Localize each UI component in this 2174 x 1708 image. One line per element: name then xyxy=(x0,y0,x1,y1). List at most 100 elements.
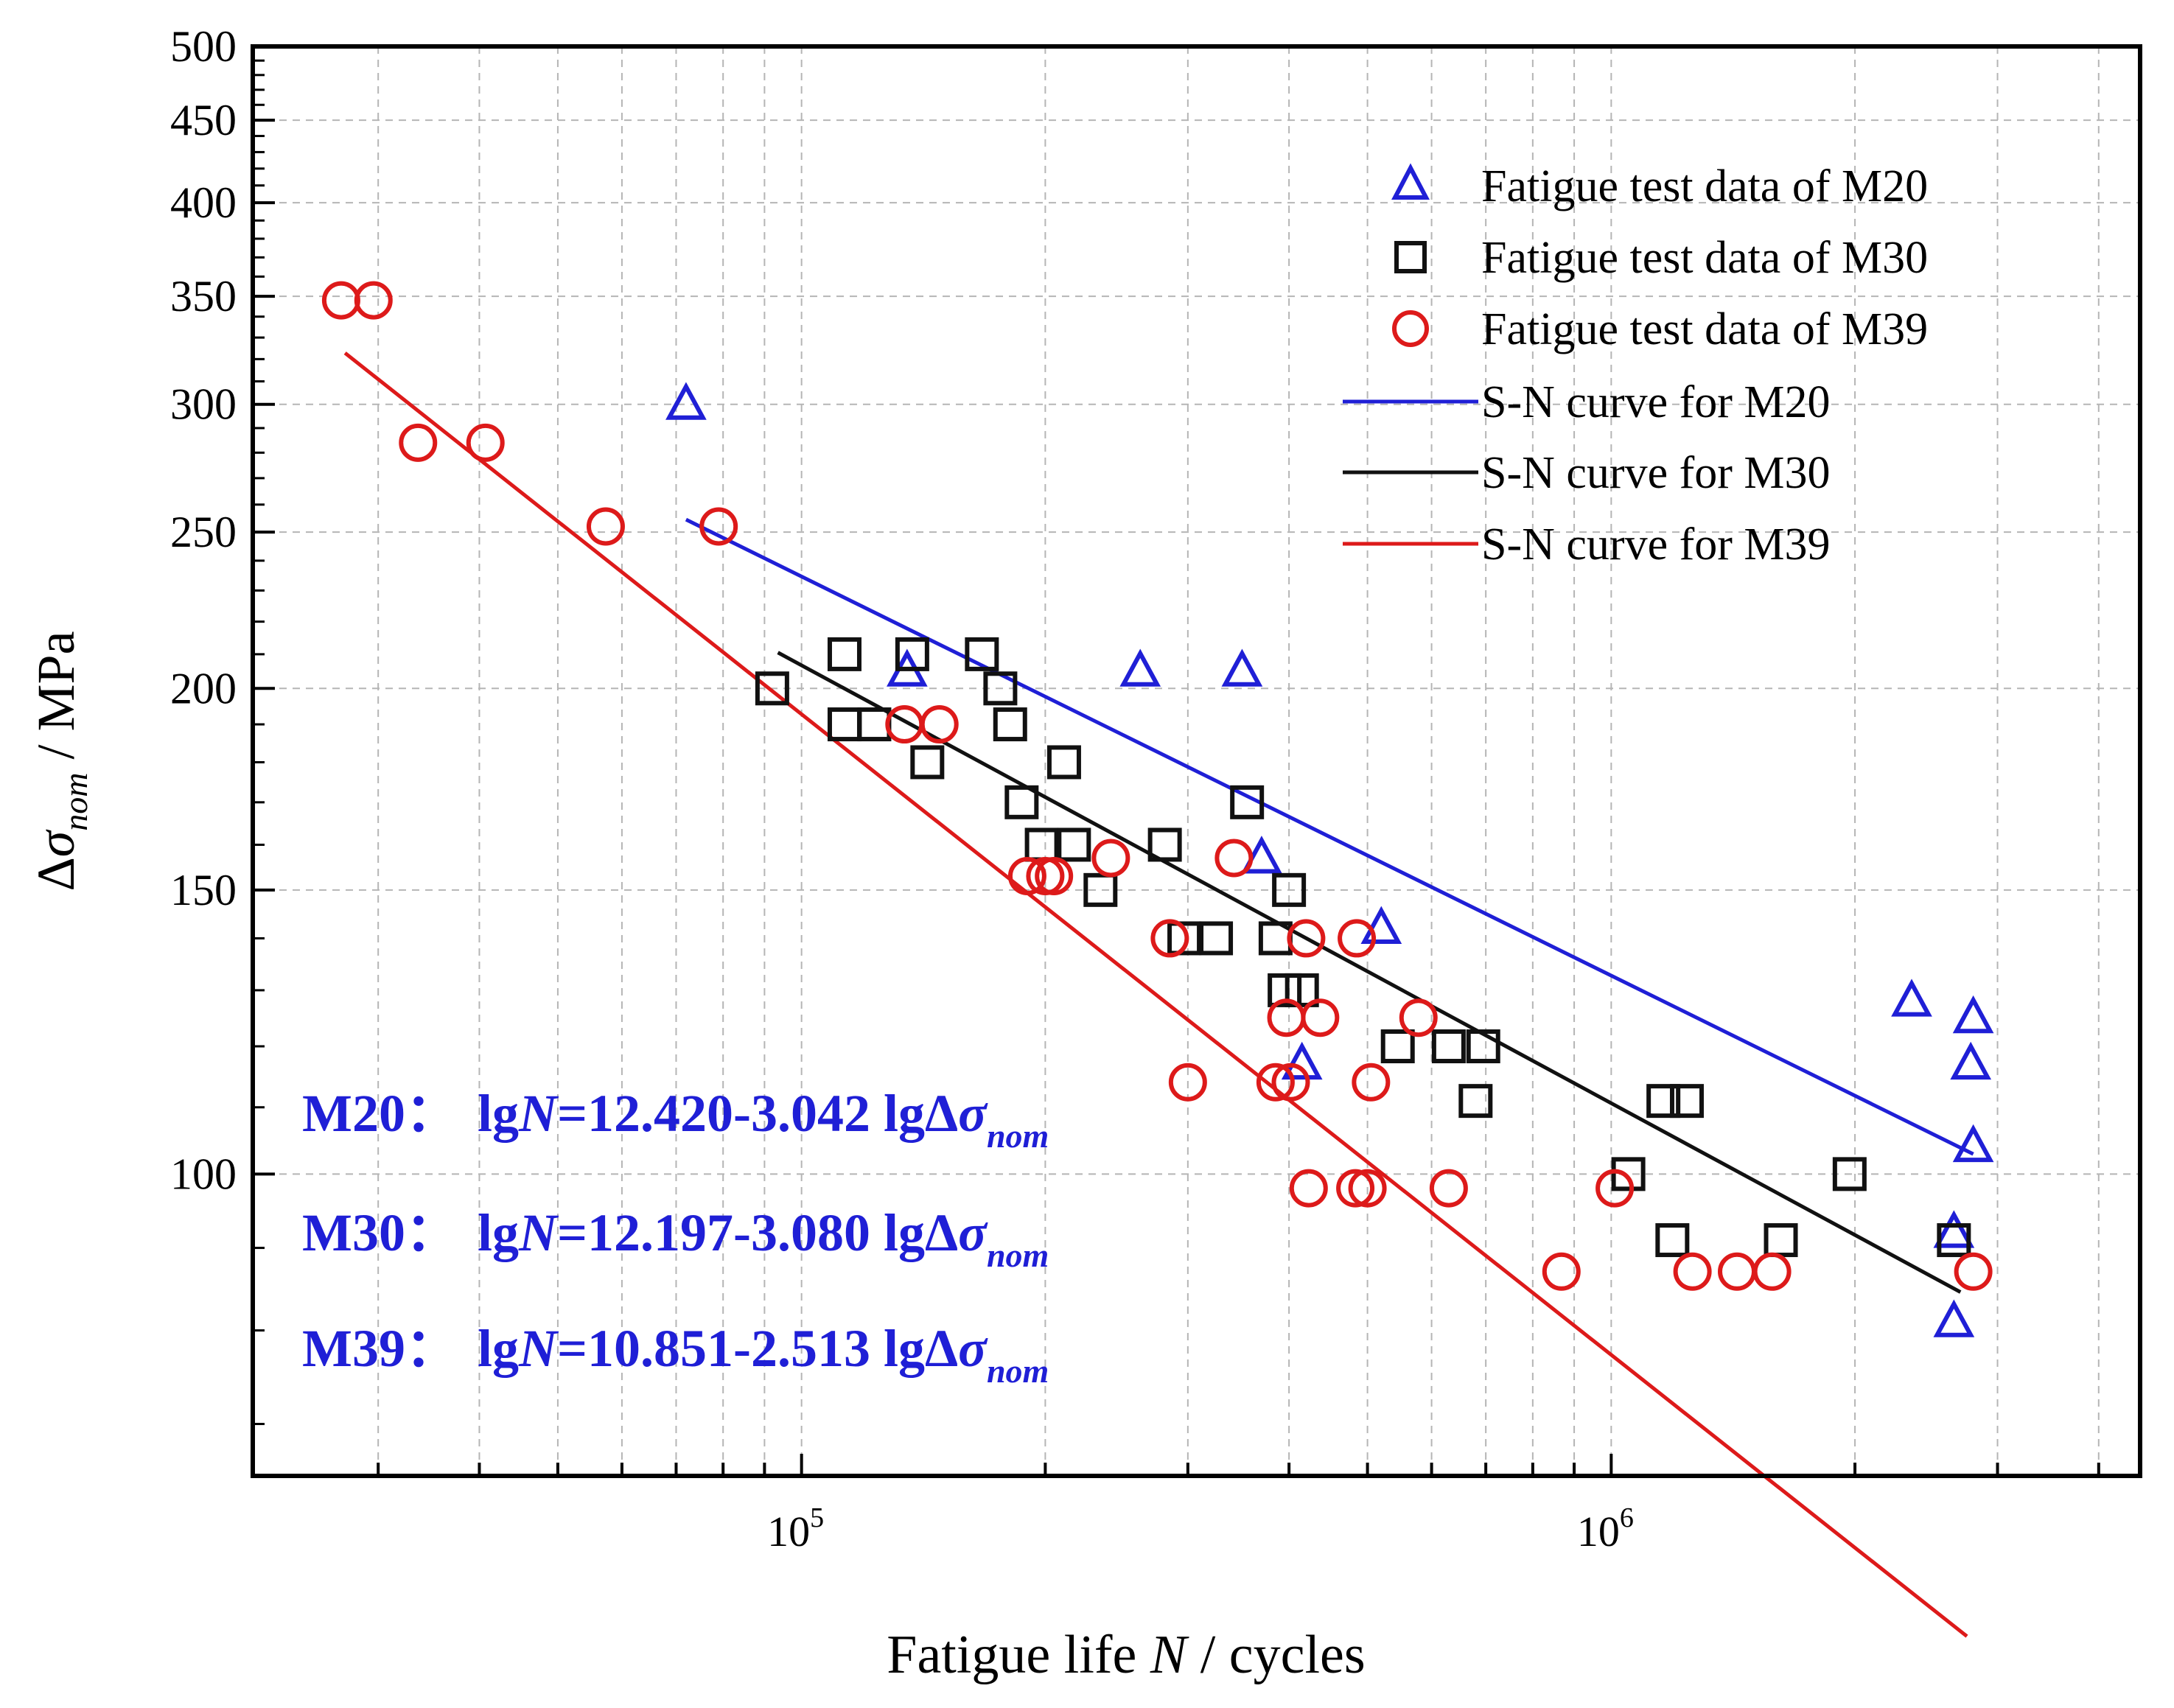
y-tick-label: 200 xyxy=(170,664,237,713)
data-point-triangle xyxy=(1281,1041,1323,1080)
data-point-square xyxy=(1466,1029,1500,1064)
data-point-square xyxy=(1646,1084,1681,1119)
data-point-circle xyxy=(1752,1252,1792,1291)
x-tick-label: 106 xyxy=(1577,1502,1634,1555)
data-point-circle xyxy=(1091,839,1130,878)
y-tick-label: 250 xyxy=(170,508,237,556)
data-point-circle xyxy=(1338,919,1377,958)
data-point-square xyxy=(1057,827,1091,862)
x-tick-label-exponent: 5 xyxy=(810,1502,824,1533)
legend-label-m20-data: Fatigue test data of M20 xyxy=(1481,161,1928,211)
data-point-square xyxy=(993,707,1027,742)
sn-curve-line xyxy=(685,517,1974,1156)
y-tick-label: 300 xyxy=(170,380,237,429)
data-point-triangle xyxy=(665,382,707,420)
legend-item-m39-curve: S-N curve for M39 xyxy=(1343,519,1831,570)
x-axis-title-main: Fatigue life xyxy=(887,1625,1150,1685)
data-point-circle xyxy=(1954,1252,1993,1291)
data-point-triangle xyxy=(1933,1299,1975,1337)
x-tick-label-base: 10 xyxy=(1577,1508,1620,1555)
data-point-circle xyxy=(1168,1063,1207,1102)
data-point-square xyxy=(1147,827,1182,862)
y-tick-label: 450 xyxy=(170,96,237,144)
x-tick-labels: 105 106 xyxy=(767,1502,1634,1555)
data-point-square xyxy=(1431,1029,1466,1064)
data-point-square xyxy=(1199,921,1234,956)
data-point-triangle xyxy=(1891,979,1932,1017)
data-point-square xyxy=(1272,872,1307,907)
data-point-square xyxy=(1004,785,1039,819)
data-point-circle xyxy=(1301,998,1340,1037)
sn-curve-line xyxy=(777,651,1962,1294)
data-point-square xyxy=(965,637,999,671)
equation-m39: M39： lgN=10.851-2.513 lgΔσnom xyxy=(302,1319,1049,1390)
data-point-circle xyxy=(699,507,738,546)
data-point-square xyxy=(1285,973,1319,1007)
y-axis-title-sigma: σ xyxy=(27,829,85,857)
x-axis-title-unit: / cycles xyxy=(1186,1625,1365,1685)
y-axis-title-subscript: nom xyxy=(57,772,94,830)
data-point-circle xyxy=(1429,1169,1468,1208)
data-point-square xyxy=(1458,1084,1493,1119)
y-tick-label: 400 xyxy=(170,178,237,227)
data-point-square xyxy=(1046,745,1081,780)
data-point-triangle xyxy=(1952,995,1994,1034)
data-point-square xyxy=(1230,785,1265,819)
equation-annotations: M20： lgN=12.420-3.042 lgΔσnom M30： lgN=12.… xyxy=(302,1084,1049,1390)
data-points xyxy=(321,281,1994,1337)
y-tick-label: 150 xyxy=(170,866,237,914)
y-tick-label: 100 xyxy=(170,1149,237,1198)
data-point-circle xyxy=(466,423,505,462)
data-point-square xyxy=(895,637,929,671)
plot-area-frame xyxy=(251,44,2142,1478)
data-point-square xyxy=(1380,1029,1415,1064)
x-tick-label-exponent: 6 xyxy=(1620,1502,1634,1533)
data-point-circle xyxy=(1150,919,1189,958)
data-point-circle xyxy=(920,705,959,744)
data-point-square xyxy=(983,671,1018,706)
data-point-square xyxy=(1937,1223,1971,1258)
data-point-triangle xyxy=(1933,1210,1975,1248)
legend-label-m39-data: Fatigue test data of M39 xyxy=(1481,304,1928,354)
data-point-circle xyxy=(586,507,625,546)
sn-curve-line xyxy=(343,351,1968,1638)
data-point-circle xyxy=(354,281,393,320)
y-axis-title: Δσnom / MPa xyxy=(27,631,94,891)
data-point-circle xyxy=(1289,1169,1328,1208)
legend: Fatigue test data of M20 Fatigue test da… xyxy=(1343,161,1928,570)
data-point-square xyxy=(1655,1223,1690,1258)
data-point-triangle xyxy=(1360,906,1402,944)
legend-item-m20-data: Fatigue test data of M20 xyxy=(1391,161,1928,211)
data-point-triangle xyxy=(1950,1041,1992,1080)
data-point-circle xyxy=(1035,857,1074,896)
data-point-square xyxy=(827,637,861,671)
data-point-triangle xyxy=(1241,836,1282,874)
x-tick-label-base: 10 xyxy=(767,1508,810,1555)
data-point-circle xyxy=(399,423,438,462)
legend-triangle-marker xyxy=(1391,163,1430,200)
legend-circle-marker xyxy=(1392,310,1429,347)
legend-item-m39-data: Fatigue test data of M39 xyxy=(1392,304,1928,354)
y-tick-labels: 100 150 200 250 300 350 400 450 500 xyxy=(170,22,237,1198)
y-axis-title-unit: / MPa xyxy=(27,631,85,772)
x-tick-label: 105 xyxy=(767,1502,824,1555)
data-point-square xyxy=(1268,973,1302,1007)
fit-lines xyxy=(343,351,1974,1638)
data-point-triangle xyxy=(1119,648,1161,687)
data-point-circle xyxy=(1399,998,1438,1037)
data-point-square xyxy=(1083,872,1118,907)
y-tick-label: 350 xyxy=(170,272,237,321)
data-point-circle xyxy=(1352,1063,1391,1102)
legend-label-m20-curve: S-N curve for M20 xyxy=(1481,377,1831,427)
equation-m30: M30： lgN=12.197-3.080 lgΔσnom xyxy=(302,1203,1049,1274)
legend-label-m30-data: Fatigue test data of M30 xyxy=(1481,233,1928,283)
legend-item-m20-curve: S-N curve for M20 xyxy=(1343,377,1831,427)
legend-label-m30-curve: S-N curve for M30 xyxy=(1481,448,1831,498)
data-point-circle xyxy=(1595,1169,1635,1208)
legend-label-m39-curve: S-N curve for M39 xyxy=(1481,519,1831,570)
data-point-circle xyxy=(1287,919,1326,958)
legend-item-m30-curve: S-N curve for M30 xyxy=(1343,448,1831,498)
data-point-circle xyxy=(1271,1063,1310,1102)
